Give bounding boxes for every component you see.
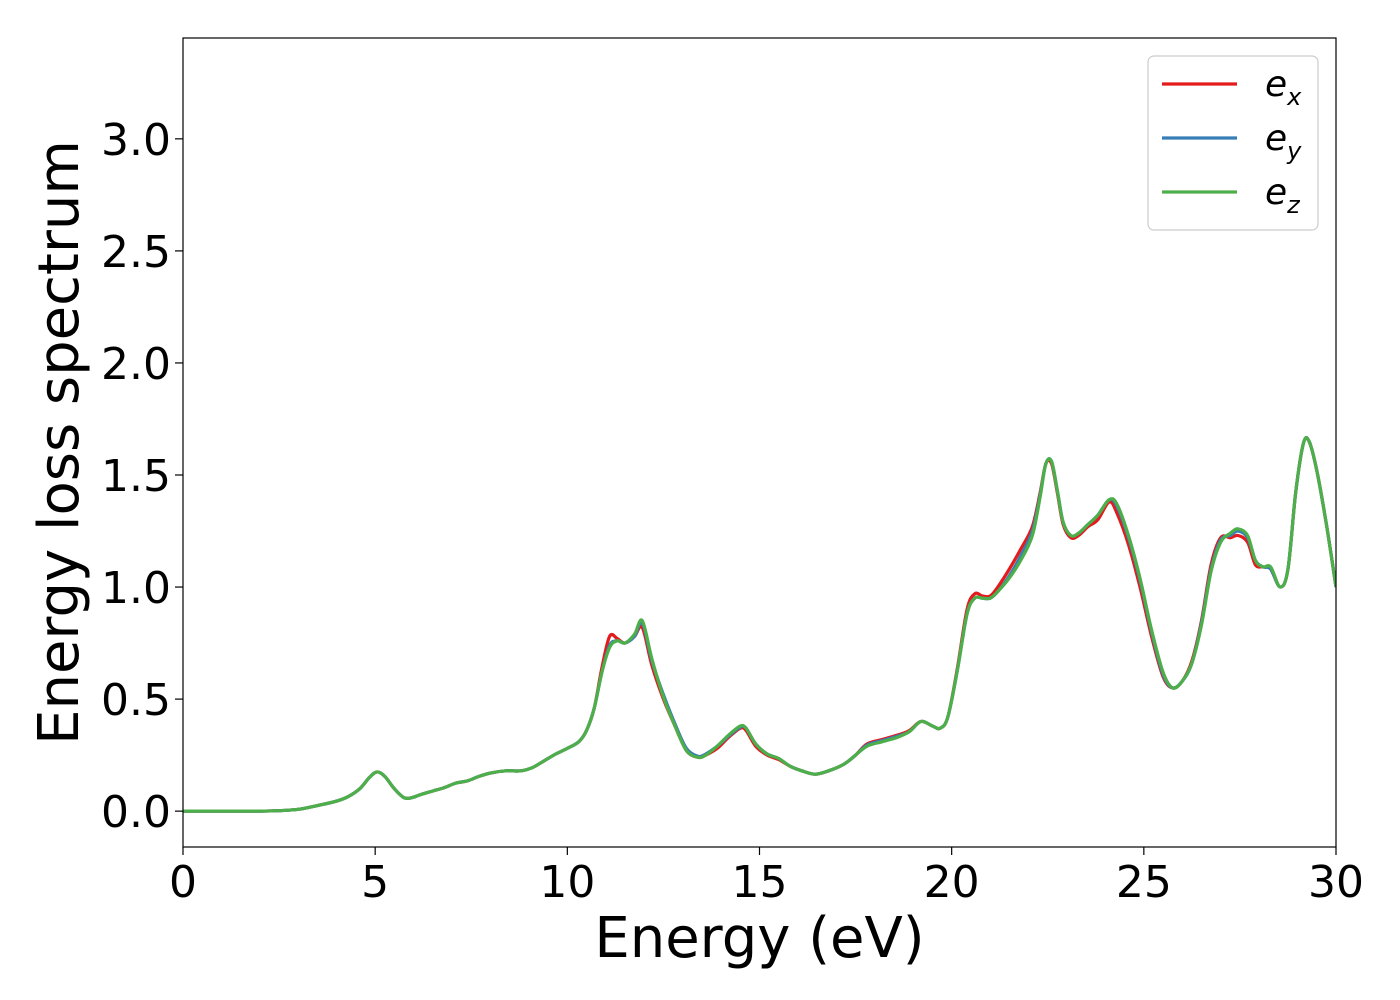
y-tick-label: 3.0	[101, 115, 171, 166]
x-tick-label: 30	[1308, 857, 1364, 908]
x-tick-label: 20	[924, 857, 980, 908]
y-tick-label: 1.0	[101, 563, 171, 614]
x-axis-label: Energy (eV)	[594, 906, 924, 971]
y-axis-label: Energy loss spectrum	[27, 140, 92, 745]
x-tick-label: 25	[1116, 857, 1172, 908]
y-tick-label: 0.0	[101, 787, 171, 838]
y-tick-label: 1.5	[101, 451, 171, 502]
legend-label-e-z: ez	[1265, 172, 1301, 219]
legend-label-e-x: ex	[1265, 64, 1302, 111]
legend-label-e-y: ey	[1265, 118, 1302, 165]
series-line-e-z	[183, 435, 1336, 813]
legend: ex ey ez	[1147, 55, 1319, 231]
series-layer	[183, 435, 1336, 813]
y-tick-label: 2.0	[101, 339, 171, 390]
x-axis-ticks: 0 5 10 15 20 25 30	[169, 847, 1364, 908]
y-tick-label: 0.5	[101, 675, 171, 726]
legend-box	[1147, 55, 1319, 231]
y-tick-label: 2.5	[101, 227, 171, 278]
x-tick-label: 5	[361, 857, 389, 908]
x-tick-label: 15	[732, 857, 788, 908]
x-tick-label: 10	[539, 857, 595, 908]
y-axis-ticks: 0.0 0.5 1.0 1.5 2.0 2.5 3.0	[101, 115, 183, 838]
x-tick-label: 0	[169, 857, 197, 908]
